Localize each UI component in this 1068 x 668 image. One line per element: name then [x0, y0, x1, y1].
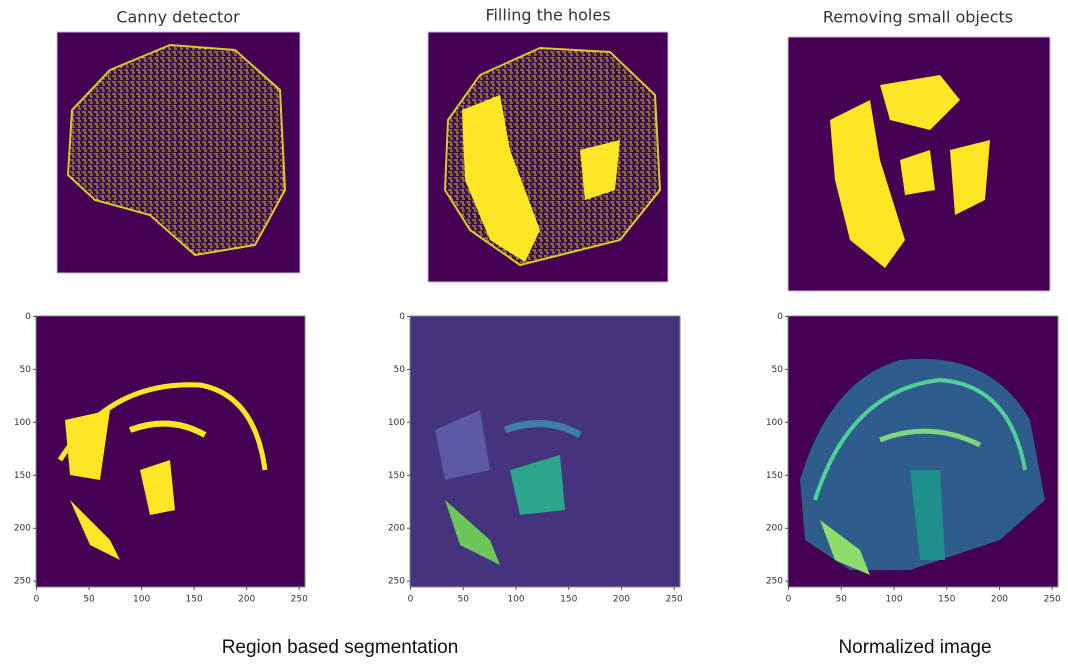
image-removed: [788, 37, 1050, 291]
x-tick-label: 150: [560, 595, 577, 605]
y-tick-label: 100: [766, 418, 783, 428]
x-tick-label: 100: [885, 595, 902, 605]
y-tick-label: 150: [14, 471, 31, 481]
y-tick-label: 150: [766, 471, 783, 481]
caption: Region based segmentation: [222, 637, 459, 658]
x-tick-label: 200: [613, 595, 630, 605]
x-tick-label: 150: [938, 595, 955, 605]
y-tick-label: 200: [14, 524, 31, 534]
x-tick-label: 50: [83, 595, 95, 605]
y-tick-label: 200: [766, 524, 783, 534]
y-tick-label: 100: [388, 418, 405, 428]
image-filled: [428, 32, 668, 282]
image-region: [36, 316, 305, 587]
x-tick-label: 0: [786, 595, 792, 605]
x-tick-label: 250: [291, 595, 308, 605]
y-tick-label: 200: [388, 524, 405, 534]
y-tick-label: 50: [20, 365, 32, 375]
y-tick-label: 250: [766, 577, 783, 587]
y-tick-label: 50: [394, 365, 406, 375]
image-segmented: [410, 316, 680, 587]
image-canny: [57, 32, 300, 273]
y-tick-label: 250: [14, 577, 31, 587]
y-tick-label: 0: [25, 312, 31, 322]
image-normalized: [788, 316, 1058, 587]
figure: Canny detector Filling the holes Removin…: [0, 0, 1068, 664]
x-tick-label: 150: [186, 595, 203, 605]
panel-title: Canny detector: [116, 8, 240, 27]
y-tick-label: 0: [399, 312, 405, 322]
x-tick-label: 250: [1044, 595, 1061, 605]
x-tick-label: 0: [408, 595, 414, 605]
panel-title: Filling the holes: [485, 6, 610, 25]
y-tick-label: 0: [777, 312, 783, 322]
x-tick-label: 250: [666, 595, 683, 605]
x-tick-label: 0: [34, 595, 40, 605]
caption: Normalized image: [838, 637, 991, 658]
y-tick-label: 150: [388, 471, 405, 481]
x-tick-label: 50: [458, 595, 470, 605]
x-tick-label: 100: [507, 595, 524, 605]
panel-title: Removing small objects: [823, 8, 1013, 27]
x-tick-label: 100: [133, 595, 150, 605]
y-tick-label: 250: [388, 577, 405, 587]
x-tick-label: 50: [836, 595, 848, 605]
y-tick-label: 100: [14, 418, 31, 428]
x-tick-label: 200: [238, 595, 255, 605]
y-tick-label: 50: [772, 365, 784, 375]
x-tick-label: 200: [991, 595, 1008, 605]
